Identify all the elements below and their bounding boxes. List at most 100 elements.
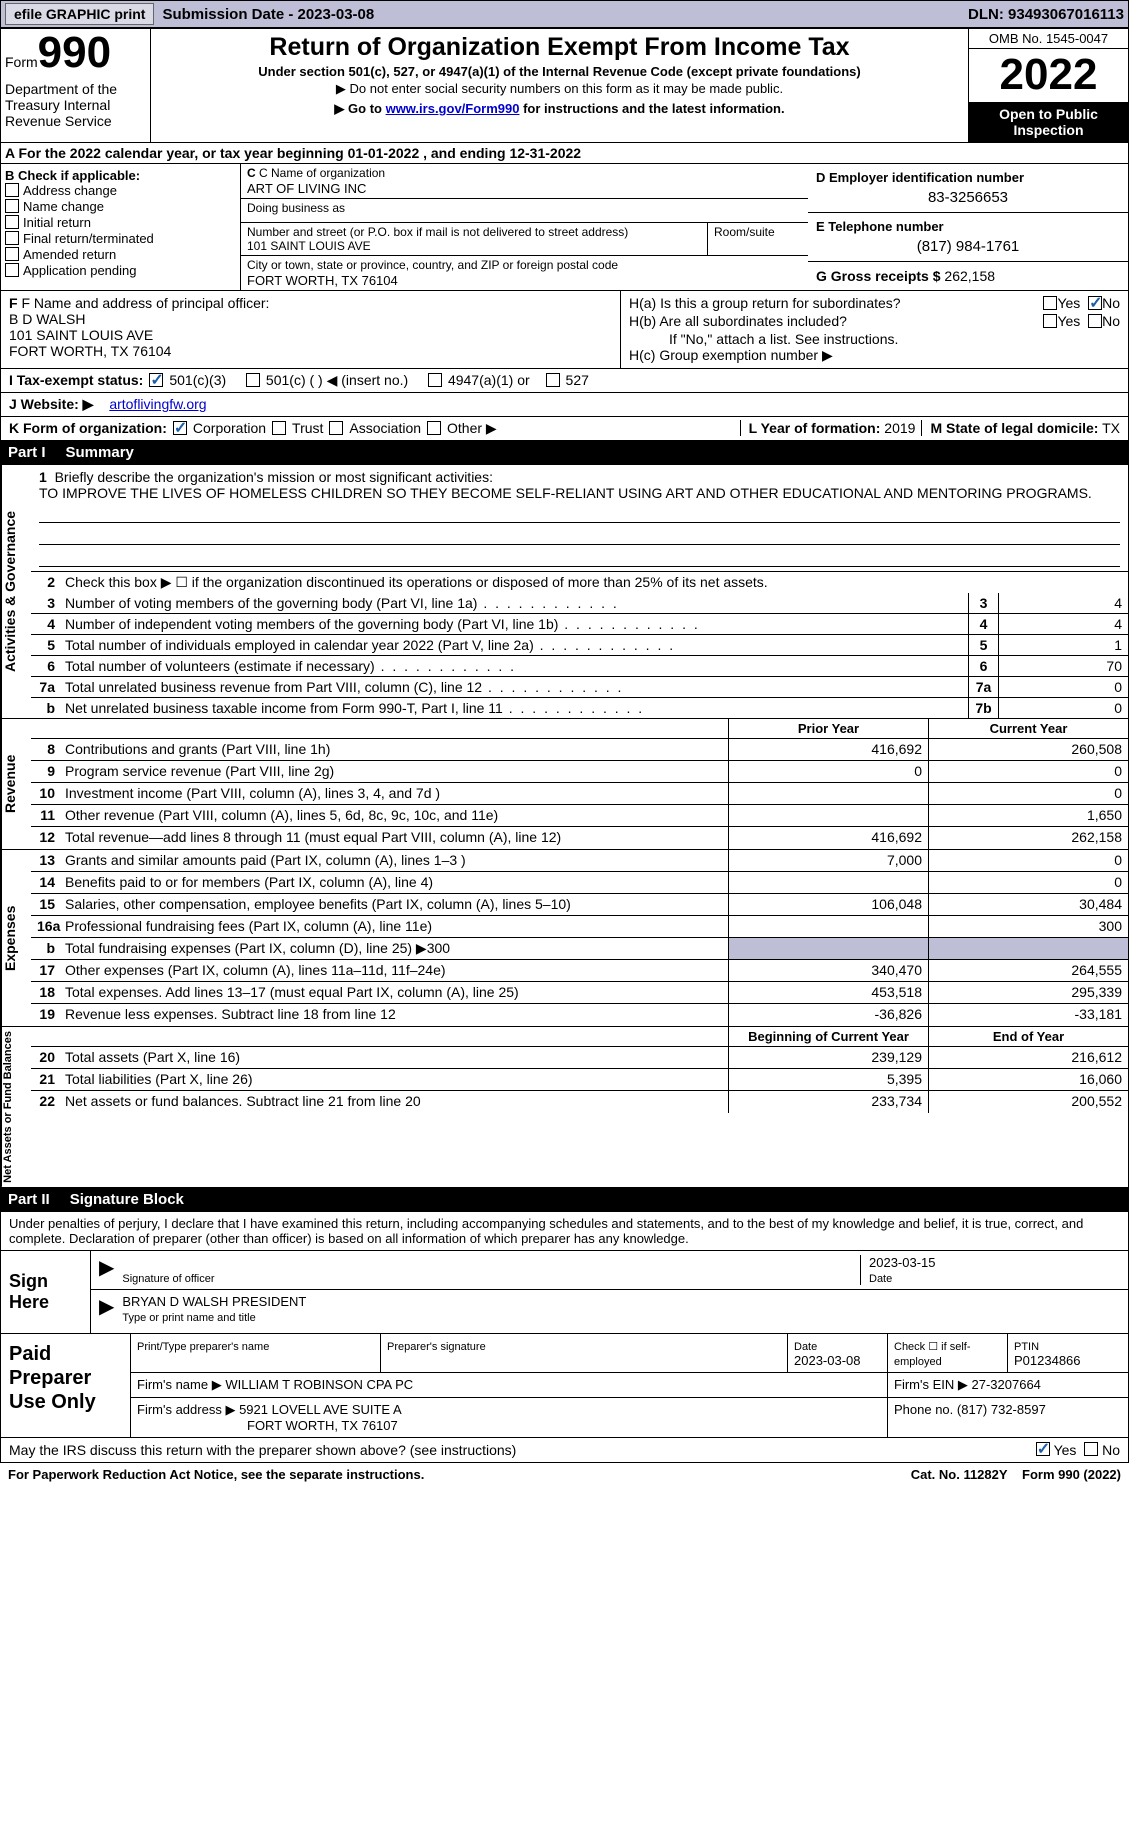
- rev-8-c: 260,508: [928, 739, 1128, 760]
- rev-12-p: 416,692: [728, 827, 928, 849]
- efile-button[interactable]: efile GRAPHIC print: [5, 3, 154, 25]
- row-a: A For the 2022 calendar year, or tax yea…: [0, 143, 1129, 164]
- chk-name-change[interactable]: Name change: [5, 199, 236, 214]
- col-c: C C Name of organization ART OF LIVING I…: [241, 164, 808, 290]
- ein-label: D Employer identification number: [816, 170, 1120, 185]
- hb-no[interactable]: [1088, 314, 1102, 328]
- exp-18-p: 453,518: [728, 982, 928, 1003]
- firm-name: WILLIAM T ROBINSON CPA PC: [225, 1377, 413, 1392]
- header-center: Return of Organization Exempt From Incom…: [151, 29, 968, 142]
- sec-f: F F Name and address of principal office…: [1, 291, 621, 368]
- gross-label: G Gross receipts $: [816, 268, 941, 284]
- street-address: Number and street (or P.O. box if mail i…: [241, 223, 708, 255]
- val-7a: 0: [998, 677, 1128, 697]
- row-k: K Form of organization: Corporation Trus…: [1, 417, 1128, 440]
- ha-yes[interactable]: [1043, 296, 1057, 310]
- chk-other[interactable]: [427, 421, 441, 435]
- val-3: 4: [998, 593, 1128, 613]
- signature-block: Under penalties of perjury, I declare th…: [0, 1211, 1129, 1438]
- website-link[interactable]: artoflivingfw.org: [109, 396, 206, 412]
- net-assets-section: Net Assets or Fund Balances Beginning of…: [0, 1027, 1129, 1188]
- part-1-header: Part ISummary: [0, 441, 1129, 464]
- part-2-header: Part IISignature Block: [0, 1188, 1129, 1211]
- val-7b: 0: [998, 698, 1128, 718]
- chk-assoc[interactable]: [329, 421, 343, 435]
- firm-addr: 5921 LOVELL AVE SUITE A: [239, 1402, 402, 1417]
- exp-16a-p: [728, 916, 928, 937]
- firm-phone: (817) 732-8597: [957, 1402, 1046, 1417]
- val-4: 4: [998, 614, 1128, 634]
- mission-block: 1 Briefly describe the organization's mi…: [31, 465, 1128, 572]
- chk-4947[interactable]: [428, 373, 442, 387]
- chk-corp[interactable]: [173, 421, 187, 435]
- activities-governance: Activities & Governance 1 Briefly descri…: [0, 464, 1129, 719]
- officer-name-title: BRYAN D WALSH PRESIDENT: [122, 1294, 306, 1309]
- line-2: Check this box ▶ ☐ if the organization d…: [61, 572, 1128, 593]
- sign-here-label: Sign Here: [1, 1251, 91, 1333]
- val-6: 70: [998, 656, 1128, 676]
- chk-final-return[interactable]: Final return/terminated: [5, 231, 236, 246]
- exp-15-c: 30,484: [928, 894, 1128, 915]
- hc-label: H(c) Group exemption number ▶: [629, 347, 1120, 364]
- vtab-expenses: Expenses: [1, 850, 31, 1026]
- gross-value: 262,158: [944, 268, 995, 284]
- year-formation: 2019: [884, 420, 915, 436]
- chk-initial-return[interactable]: Initial return: [5, 215, 236, 230]
- chk-501c[interactable]: [246, 373, 260, 387]
- chk-trust[interactable]: [272, 421, 286, 435]
- col-current: Current Year: [928, 719, 1128, 738]
- form-title: Return of Organization Exempt From Incom…: [159, 33, 960, 62]
- rev-10-c: 0: [928, 783, 1128, 804]
- sig-date: 2023-03-15: [869, 1255, 936, 1270]
- city-value: FORT WORTH, TX 76104: [247, 273, 802, 288]
- form-subtitle: Under section 501(c), 527, or 4947(a)(1)…: [159, 64, 960, 79]
- chk-501c3[interactable]: [149, 373, 163, 387]
- sig-declaration: Under penalties of perjury, I declare th…: [1, 1212, 1128, 1250]
- form-header: Form990 Department of the Treasury Inter…: [0, 28, 1129, 143]
- vtab-revenue: Revenue: [1, 719, 31, 849]
- exp-15-p: 106,048: [728, 894, 928, 915]
- mission-text: TO IMPROVE THE LIVES OF HOMELESS CHILDRE…: [39, 485, 1092, 501]
- header-left: Form990 Department of the Treasury Inter…: [1, 29, 151, 142]
- hb-yes[interactable]: [1043, 314, 1057, 328]
- officer-addr1: 101 SAINT LOUIS AVE: [9, 327, 612, 343]
- exp-14-p: [728, 872, 928, 893]
- chk-amended[interactable]: Amended return: [5, 247, 236, 262]
- rev-10-p: [728, 783, 928, 804]
- tel-label: E Telephone number: [816, 219, 1120, 234]
- col-boy: Beginning of Current Year: [728, 1027, 928, 1046]
- na-21-c: 16,060: [928, 1069, 1128, 1090]
- rev-8-p: 416,692: [728, 739, 928, 760]
- ha-no[interactable]: [1088, 296, 1102, 310]
- exp-13-p: 7,000: [728, 850, 928, 871]
- row-i: I Tax-exempt status: 501(c)(3) 501(c) ( …: [1, 369, 1128, 393]
- discuss-no[interactable]: [1084, 1442, 1098, 1456]
- chk-address-change[interactable]: Address change: [5, 183, 236, 198]
- val-5: 1: [998, 635, 1128, 655]
- section-bcd: B Check if applicable: Address change Na…: [0, 164, 1129, 291]
- exp-18-c: 295,339: [928, 982, 1128, 1003]
- org-name-label: C C Name of organization: [247, 166, 802, 180]
- chk-app-pending[interactable]: Application pending: [5, 263, 236, 278]
- form-label: Form: [5, 54, 38, 70]
- chk-527[interactable]: [546, 373, 560, 387]
- officer-name: B D WALSH: [9, 311, 612, 327]
- discuss-yes[interactable]: [1036, 1442, 1050, 1456]
- irs-link[interactable]: www.irs.gov/Form990: [386, 101, 520, 116]
- na-21-p: 5,395: [728, 1069, 928, 1090]
- section-fh: F F Name and address of principal office…: [0, 291, 1129, 369]
- chk-self-employed[interactable]: Check ☐ if self-employed: [894, 1341, 971, 1368]
- rev-12-c: 262,158: [928, 827, 1128, 849]
- open-inspection: Open to Public Inspection: [969, 102, 1128, 142]
- col-b: B Check if applicable: Address change Na…: [1, 164, 241, 290]
- hb-note: If "No," attach a list. See instructions…: [629, 331, 1120, 347]
- org-name: ART OF LIVING INC: [247, 181, 802, 196]
- na-22-c: 200,552: [928, 1091, 1128, 1113]
- dln: DLN: 93493067016113: [968, 6, 1124, 23]
- revenue-section: Revenue Prior YearCurrent Year 8Contribu…: [0, 719, 1129, 850]
- firm-ein: 27-3207664: [972, 1377, 1041, 1392]
- tel-value: (817) 984-1761: [816, 238, 1120, 255]
- dba-label: Doing business as: [247, 201, 802, 215]
- row-j: J Website: ▶ artoflivingfw.org: [1, 393, 1128, 417]
- exp-17-c: 264,555: [928, 960, 1128, 981]
